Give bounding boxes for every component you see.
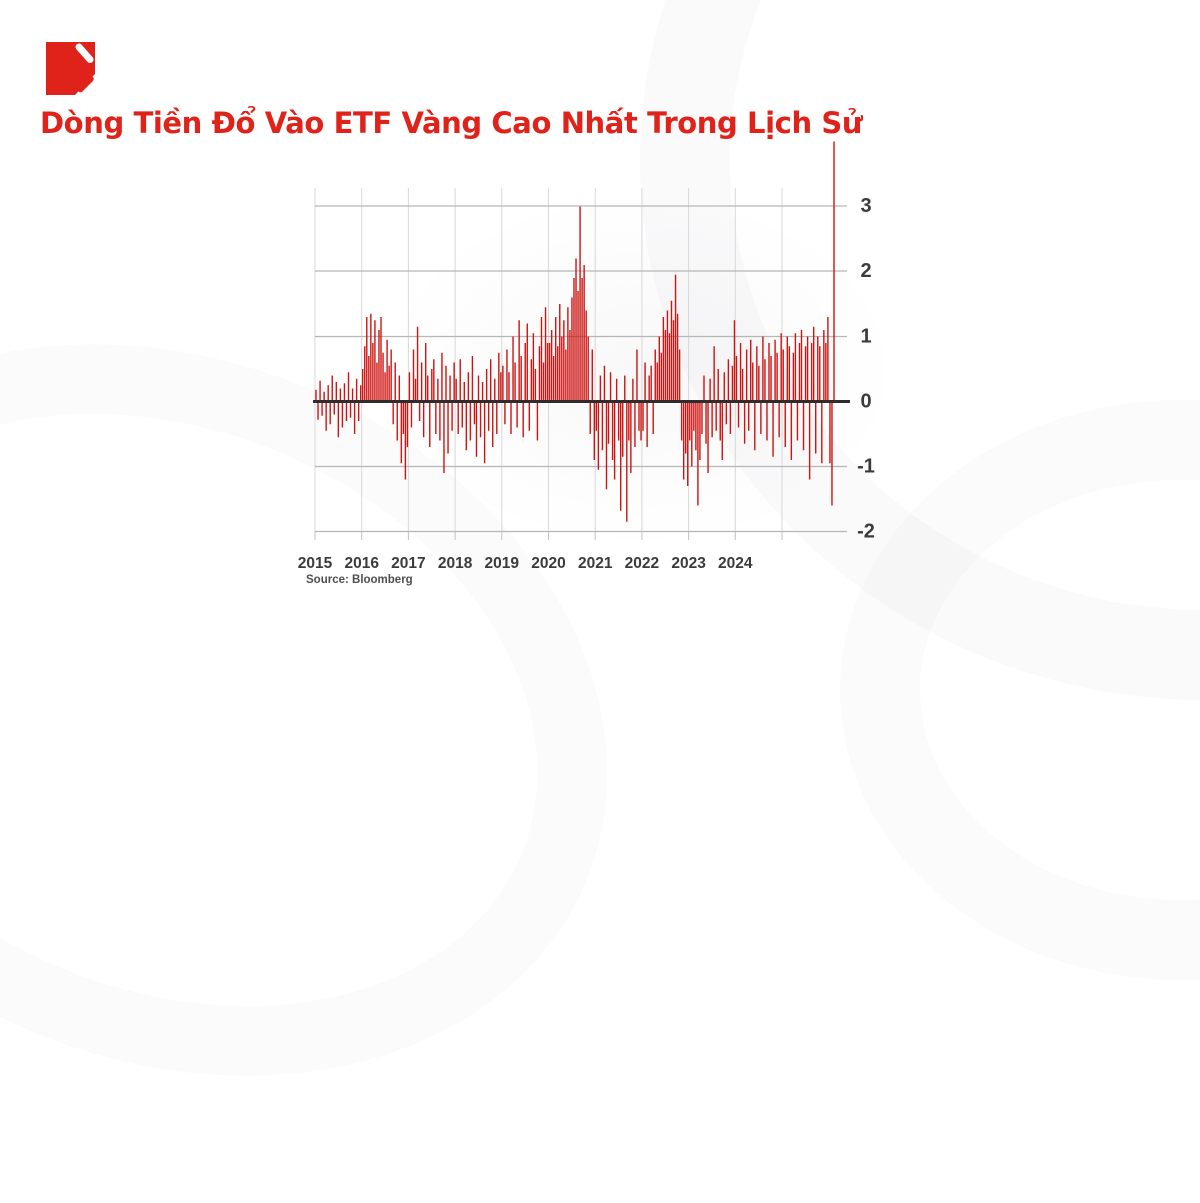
x-axis-labels: 2015 2016 2017 2018 2019 2020 2021 2022 …	[298, 555, 753, 572]
brand-logo	[46, 42, 95, 95]
x-axis-label: 2016	[344, 555, 379, 572]
y-axis-label: 3	[860, 195, 871, 217]
x-axis-label: 2020	[531, 555, 565, 572]
x-axis-label: 2023	[671, 555, 706, 572]
x-axis-label: 2021	[578, 555, 613, 572]
x-axis-label: 2024	[718, 555, 753, 572]
y-axis-label: 2	[860, 260, 871, 282]
y-axis-label: -1	[857, 456, 875, 478]
page-title: Dòng Tiền Đổ Vào ETF Vàng Cao Nhất Trong…	[40, 106, 863, 140]
y-axis-label: 1	[860, 326, 871, 348]
y-axis-label: 0	[860, 391, 871, 413]
x-axis-label: 2015	[298, 555, 333, 572]
vertical-gridlines	[314, 188, 783, 532]
page-background: { "header": { "title": "Dòng Tiền Đổ Vào…	[40, 42, 900, 586]
x-axis-label: 2022	[625, 555, 659, 572]
y-axis-label: -2	[857, 521, 875, 543]
y-axis-labels: 3 2 1 0 -1 -2	[857, 195, 875, 543]
x-axis-ticks	[314, 531, 783, 540]
source-label: Source: Bloomberg	[306, 574, 413, 586]
horizontal-gridlines	[315, 205, 847, 533]
x-axis-label: 2018	[438, 555, 473, 572]
gold-etf-flows-chart: 3 2 1 0 -1 -2 2015 2016 2017 2018 2019 2…	[298, 141, 875, 586]
brand-logo-icon	[46, 42, 95, 95]
bar-series	[315, 141, 835, 522]
x-axis-label: 2019	[485, 555, 520, 572]
x-axis-label: 2017	[391, 555, 425, 572]
